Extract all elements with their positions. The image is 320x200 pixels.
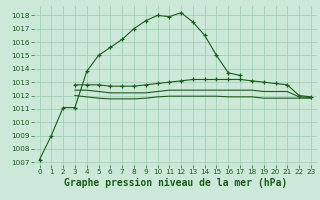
- X-axis label: Graphe pression niveau de la mer (hPa): Graphe pression niveau de la mer (hPa): [64, 178, 287, 188]
